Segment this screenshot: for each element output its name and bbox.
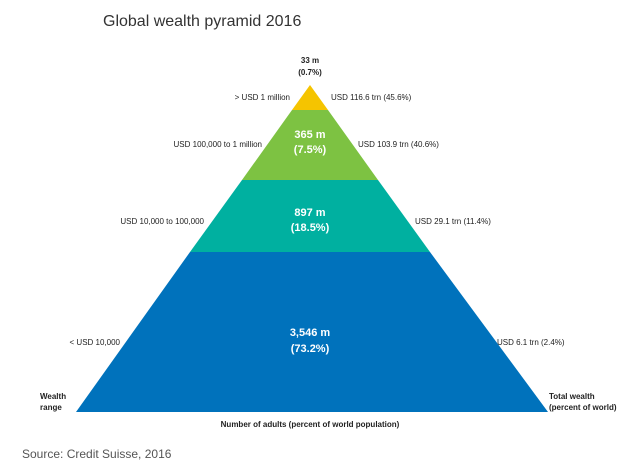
range: > USD 1 million [235,93,290,102]
share: (73.2%) [291,343,330,355]
wealth: USD 103.9 trn (40.6%) [358,140,439,149]
wealth: USD 116.6 trn (45.6%) [331,93,412,102]
source: Source: Credit Suisse, 2016 [22,447,172,461]
count: 3,546 m [290,327,331,339]
wealth: USD 6.1 trn (2.4%) [497,338,565,347]
share: (7.5%) [294,144,327,156]
count: 365 m [294,129,325,141]
share: (0.7%) [298,68,322,77]
right-label: (percent of world) [549,403,617,412]
share: (18.5%) [291,222,330,234]
title: Global wealth pyramid 2016 [103,13,301,30]
layer-top [292,85,328,110]
layer-bottom [76,252,548,412]
bottom-label: Number of adults (percent of world popul… [221,420,400,429]
range: < USD 10,000 [70,338,121,347]
layer-second [242,110,378,180]
wealth: USD 29.1 trn (11.4%) [415,217,491,226]
left-label: Wealth [40,392,66,401]
count: 897 m [294,207,325,219]
count: 33 m [301,56,319,65]
left-label: range [40,403,62,412]
range: USD 100,000 to 1 million [174,140,263,149]
right-label: Total wealth [549,392,595,401]
layer-third [190,180,430,252]
range: USD 10,000 to 100,000 [120,217,204,226]
